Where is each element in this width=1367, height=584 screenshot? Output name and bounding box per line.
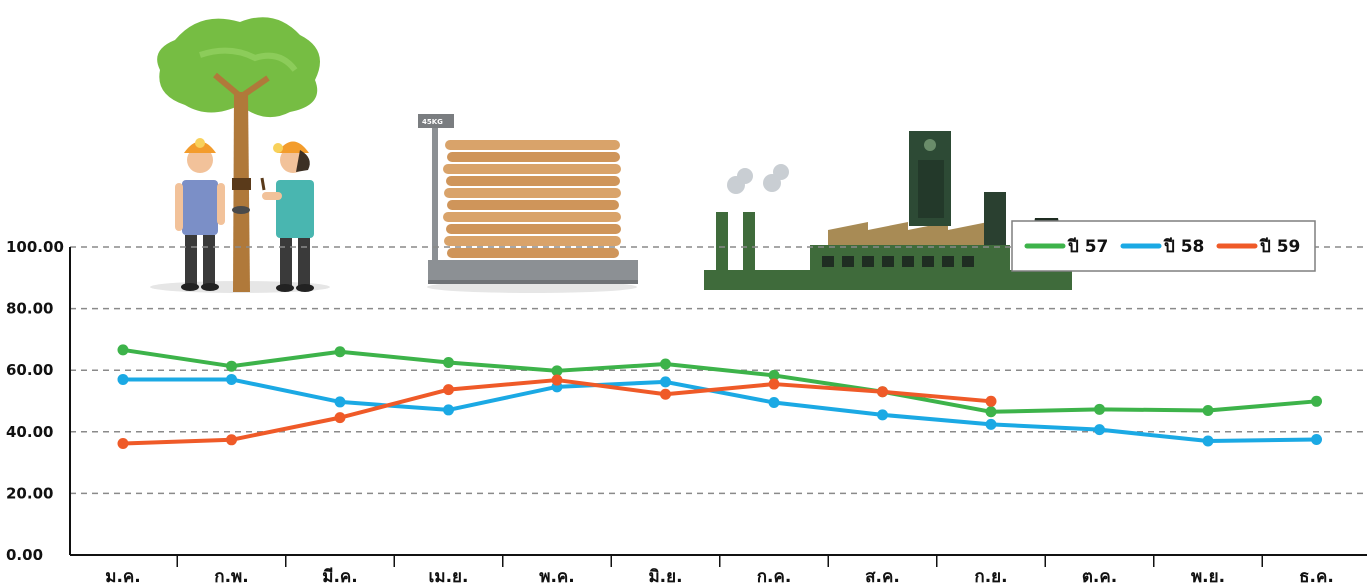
x-tick-label: มิ.ย. [648, 567, 682, 584]
data-point [877, 386, 888, 398]
data-point [1094, 424, 1105, 436]
x-tick-label: ส.ค. [865, 567, 900, 584]
x-tick-label: มี.ค. [322, 566, 358, 584]
rubber-tappers-icon [150, 17, 330, 293]
data-point [334, 396, 346, 408]
data-point [443, 357, 454, 368]
data-point [226, 434, 237, 446]
data-point [334, 346, 346, 358]
data-point [443, 384, 454, 396]
data-point [551, 374, 563, 386]
x-tick-label: ม.ค. [105, 567, 141, 584]
data-point [1202, 405, 1214, 417]
data-point [877, 409, 888, 421]
data-point [334, 412, 346, 424]
data-point [443, 404, 454, 416]
x-tick-label: ก.ค. [757, 567, 792, 584]
legend-label-59: ปี 59 [1259, 236, 1300, 257]
x-tick-label: ธ.ค. [1299, 567, 1334, 584]
data-point [117, 438, 129, 450]
data-point [551, 365, 563, 377]
y-tick-label: 40.00 [6, 423, 53, 441]
data-point [117, 344, 129, 356]
data-point [1094, 403, 1105, 415]
rubber-sheet-scale-icon: 45KG [418, 114, 638, 293]
data-point [1311, 434, 1322, 445]
series-line [121, 377, 1319, 444]
series [117, 344, 1322, 450]
x-tick-label: ต.ค. [1082, 567, 1117, 584]
data-point [1202, 435, 1214, 447]
data-point [768, 378, 780, 390]
x-tick-label: พ.ย. [1191, 567, 1225, 584]
y-tick-label: 20.00 [6, 484, 53, 502]
x-tick-label: ก.ย. [974, 567, 1007, 584]
data-point [768, 397, 780, 409]
series-line [121, 347, 1319, 414]
legend-label-57: ปี 57 [1067, 236, 1108, 257]
legend-label-58: ปี 58 [1163, 236, 1204, 257]
factory-icon [704, 131, 1072, 290]
x-tick-label: เม.ย. [429, 567, 469, 584]
axes: 0.00 20.00 40.00 60.00 80.00 100.00 ม.ค. ก.พ. มี… [6, 238, 1367, 584]
y-tick-label: 60.00 [6, 361, 53, 379]
data-point [117, 373, 129, 385]
y-tick-label: 80.00 [6, 300, 53, 318]
data-point [226, 373, 237, 385]
data-point [985, 418, 997, 430]
x-tick-label: ก.พ. [214, 567, 248, 584]
y-tick-label: 0.00 [6, 546, 43, 564]
x-tick-label: พ.ค. [539, 567, 575, 584]
scale-label: 45KG [422, 118, 443, 126]
data-point [226, 360, 237, 372]
data-point [660, 388, 671, 400]
data-point [985, 395, 997, 407]
legend: ปี 57 ปี 58 ปี 59 [1011, 220, 1316, 272]
data-point [1311, 395, 1322, 407]
data-point [660, 358, 671, 370]
y-tick-label: 100.00 [6, 238, 64, 256]
data-point [985, 406, 997, 418]
data-point [660, 376, 671, 388]
rubber-sheets [443, 140, 621, 258]
data-point [768, 369, 780, 381]
